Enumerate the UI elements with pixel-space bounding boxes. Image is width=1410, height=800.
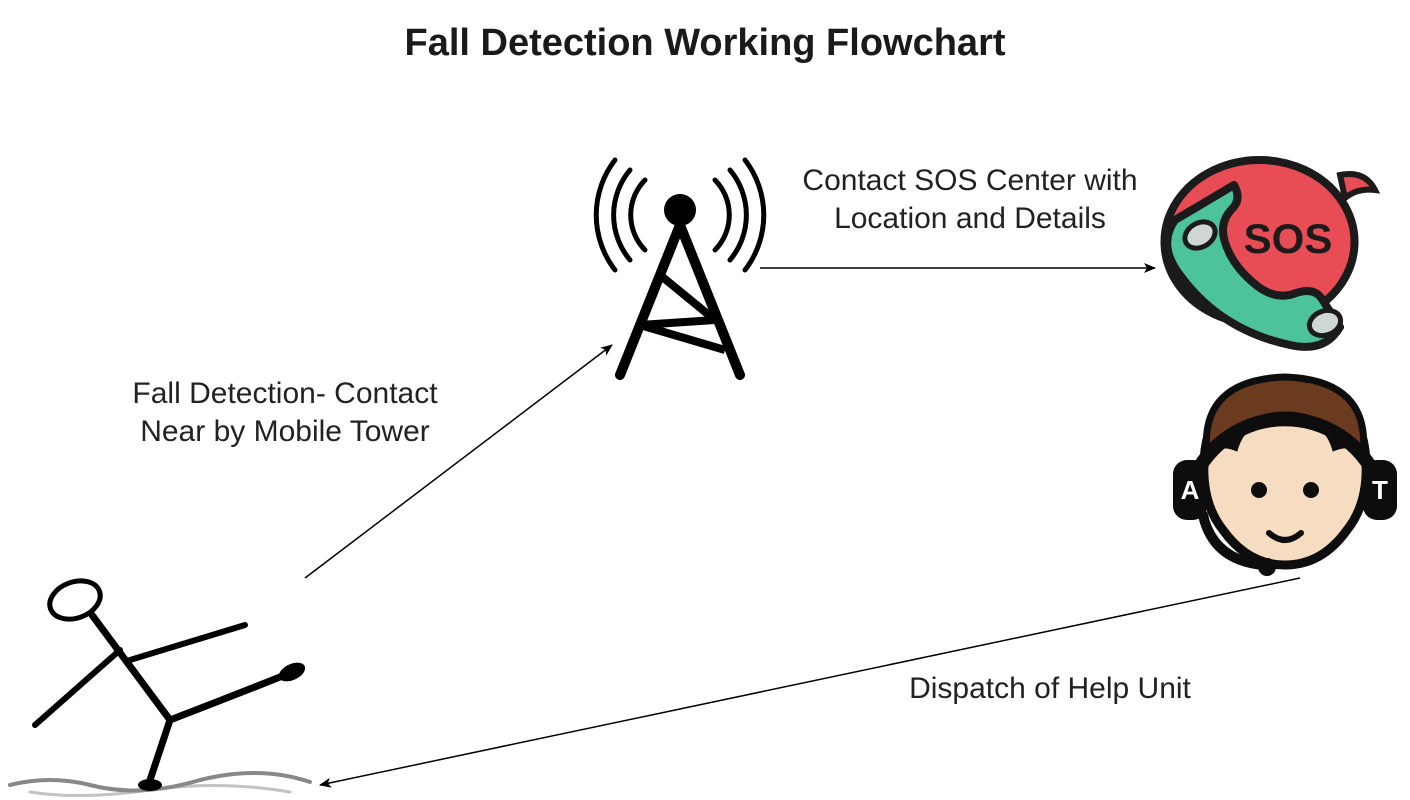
falling-person-icon (10, 574, 310, 795)
edge-person-to-tower (305, 345, 612, 578)
cell-tower-icon (596, 160, 764, 375)
operator-icon: A T (1173, 377, 1397, 576)
operator-badge-right: T (1372, 475, 1388, 505)
operator-badge-left: A (1181, 475, 1200, 505)
diagram-canvas: SOS A T (0, 0, 1410, 800)
edge-operator-to-person (320, 578, 1300, 785)
sos-phone-icon: SOS (1165, 160, 1376, 347)
edges-group (305, 268, 1300, 785)
sos-text: SOS (1244, 215, 1333, 262)
